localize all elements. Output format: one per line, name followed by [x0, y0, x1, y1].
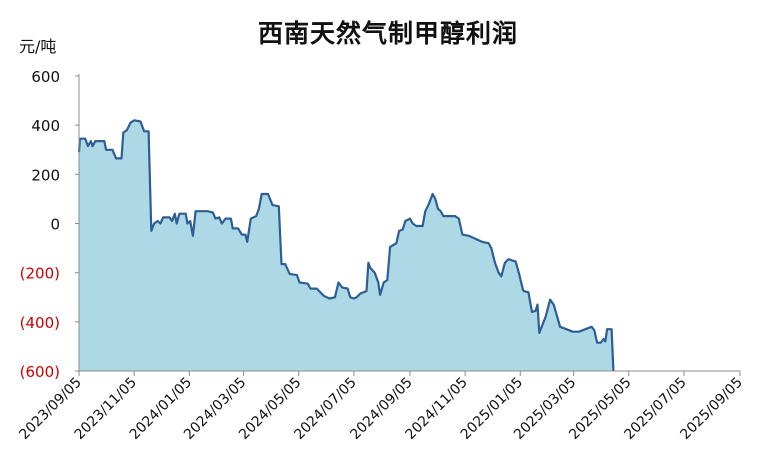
- y-tick-label: 600: [31, 68, 60, 86]
- series-line: [77, 119, 615, 372]
- y-tick-label: 200: [31, 166, 60, 184]
- y-tick-label: (600): [20, 363, 60, 381]
- y-axis-unit-label: 元/吨: [19, 37, 57, 56]
- y-tick-label: 0: [50, 216, 60, 234]
- y-tick-label: 400: [31, 117, 60, 135]
- y-tick-label: (200): [20, 265, 60, 283]
- y-tick-label: (400): [20, 314, 60, 332]
- series-area: [79, 120, 614, 371]
- chart-title: 西南天然气制甲醇利润: [257, 19, 518, 48]
